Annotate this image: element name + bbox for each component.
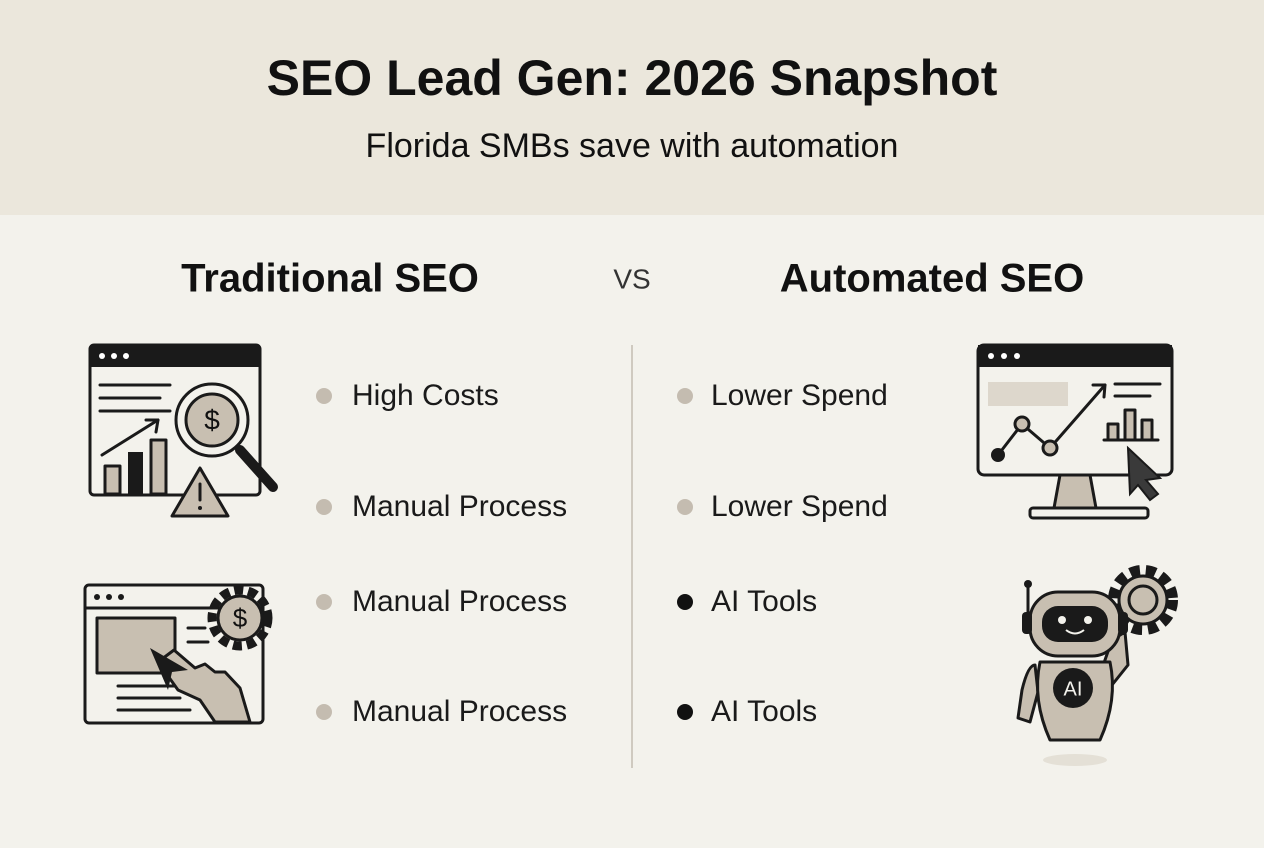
automated-spend-icon xyxy=(976,343,1174,520)
left-list: High Costs Manual Process Manual Process… xyxy=(316,379,567,728)
bullet xyxy=(677,704,693,720)
list-item: Manual Process xyxy=(352,695,567,728)
list-item: AI Tools xyxy=(711,585,817,618)
traditional-cost-icon: $ xyxy=(88,343,278,518)
list-item: High Costs xyxy=(352,379,499,412)
list-item: AI Tools xyxy=(711,695,817,728)
list-item: Manual Process xyxy=(352,585,567,618)
bullet xyxy=(316,388,332,404)
list-item: Manual Process xyxy=(352,490,567,523)
left-heading: Traditional SEO xyxy=(181,257,479,301)
list-item: Lower Spend xyxy=(711,379,888,412)
currency-symbol: $ xyxy=(233,603,248,633)
bullet xyxy=(677,388,693,404)
bullet xyxy=(316,499,332,515)
list-item: Lower Spend xyxy=(711,490,888,523)
bullet xyxy=(677,594,693,610)
subtitle: Florida SMBs save with automation xyxy=(366,127,899,165)
right-list: Lower Spend Lower Spend AI Tools AI Tool… xyxy=(677,379,888,728)
title: SEO Lead Gen: 2026 Snapshot xyxy=(267,50,998,106)
vs: VS xyxy=(613,263,650,294)
automated-ai-icon: AI xyxy=(1016,565,1178,766)
currency-symbol: $ xyxy=(204,404,220,435)
bullet xyxy=(316,704,332,720)
bullet xyxy=(677,499,693,515)
bullet xyxy=(316,594,332,610)
header-band xyxy=(0,0,1264,215)
traditional-manual-icon: $ xyxy=(83,583,273,725)
robot-label: AI xyxy=(1064,678,1083,700)
right-heading: Automated SEO xyxy=(780,257,1084,301)
